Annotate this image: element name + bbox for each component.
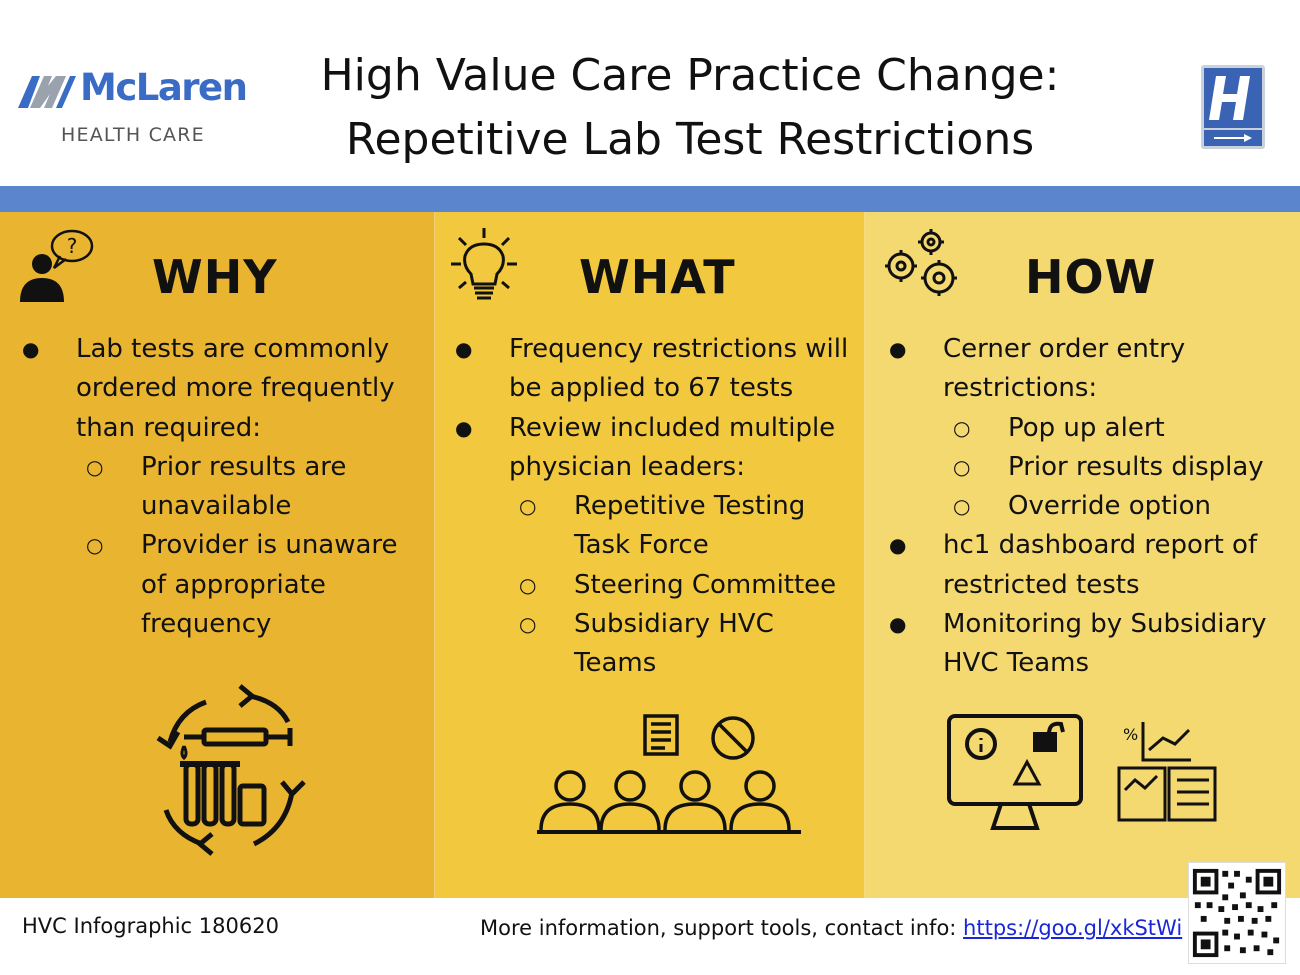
how-sub-1: Pop up alert — [889, 409, 1297, 449]
how-list: Cerner order entry restrictions: Pop up … — [889, 330, 1297, 684]
why-sub-1: Prior results are unavailable — [22, 448, 422, 527]
monitor-dashboard-icon: % — [947, 714, 1217, 830]
mclaren-logo: McLaren HEALTH CARE — [16, 64, 256, 154]
what-sub-1: Repetitive Testing Task Force — [455, 487, 855, 566]
footer: HVC Infographic 180620 More information,… — [0, 898, 1300, 975]
physician-team-icon — [537, 714, 801, 834]
logo-subtitle: HEALTH CARE — [61, 124, 205, 146]
why-panel: ? WHY Lab tests are commonly ordered mor… — [0, 212, 435, 898]
why-sub-2: Provider is unaware of appropriate frequ… — [22, 526, 422, 644]
person-question-icon: ? — [20, 229, 94, 302]
mclaren-logo-mark-icon — [18, 76, 76, 108]
how-panel: HOW Cerner order entry restrictions: Pop… — [865, 212, 1300, 898]
how-sub-2: Prior results display — [889, 448, 1297, 488]
what-sub-2: Steering Committee — [455, 566, 855, 606]
infographic-id: HVC Infographic 180620 — [22, 914, 279, 938]
lightbulb-icon — [451, 228, 517, 300]
header: McLaren HEALTH CARE High Value Care Prac… — [0, 0, 1300, 186]
what-list: Frequency restrictions will be applied t… — [455, 330, 855, 684]
title-line-2: Repetitive Lab Test Restrictions — [345, 114, 1035, 165]
what-heading: WHAT — [579, 250, 736, 304]
qr-code-icon[interactable] — [1188, 862, 1286, 964]
more-info-link[interactable]: https://goo.gl/xkStWi — [963, 916, 1183, 940]
why-heading: WHY — [152, 250, 278, 304]
how-bullet-3: Monitoring by Subsidiary HVC Teams — [889, 605, 1297, 684]
how-bullet-1: Cerner order entry restrictions: — [889, 330, 1297, 409]
what-sub-3: Subsidiary HVC Teams — [455, 605, 855, 684]
how-bullet-2: hc1 dashboard report of restricted tests — [889, 526, 1297, 605]
lab-tests-cycle-icon — [156, 684, 306, 856]
how-heading: HOW — [1025, 250, 1157, 304]
blue-divider-band — [0, 186, 1300, 212]
svg-text:?: ? — [67, 234, 78, 258]
more-info-line: More information, support tools, contact… — [480, 916, 1182, 940]
title-line-1: High Value Care Practice Change: — [320, 50, 1060, 101]
what-panel: WHAT Frequency restrictions will be appl… — [435, 212, 865, 898]
page-title: High Value Care Practice Change: Repetit… — [280, 44, 1100, 172]
logo-wordmark: McLaren — [80, 66, 248, 109]
svg-text:%: % — [1123, 725, 1138, 744]
what-bullet-2: Review included multiple physician leade… — [455, 409, 855, 488]
why-list: Lab tests are commonly ordered more freq… — [22, 330, 422, 644]
why-bullet-1: Lab tests are commonly ordered more freq… — [22, 330, 422, 448]
gears-icon — [885, 229, 957, 296]
what-bullet-1: Frequency restrictions will be applied t… — [455, 330, 855, 409]
more-info-text: More information, support tools, contact… — [480, 916, 964, 940]
how-sub-3: Override option — [889, 487, 1297, 527]
hospital-sign-icon — [1201, 65, 1265, 149]
